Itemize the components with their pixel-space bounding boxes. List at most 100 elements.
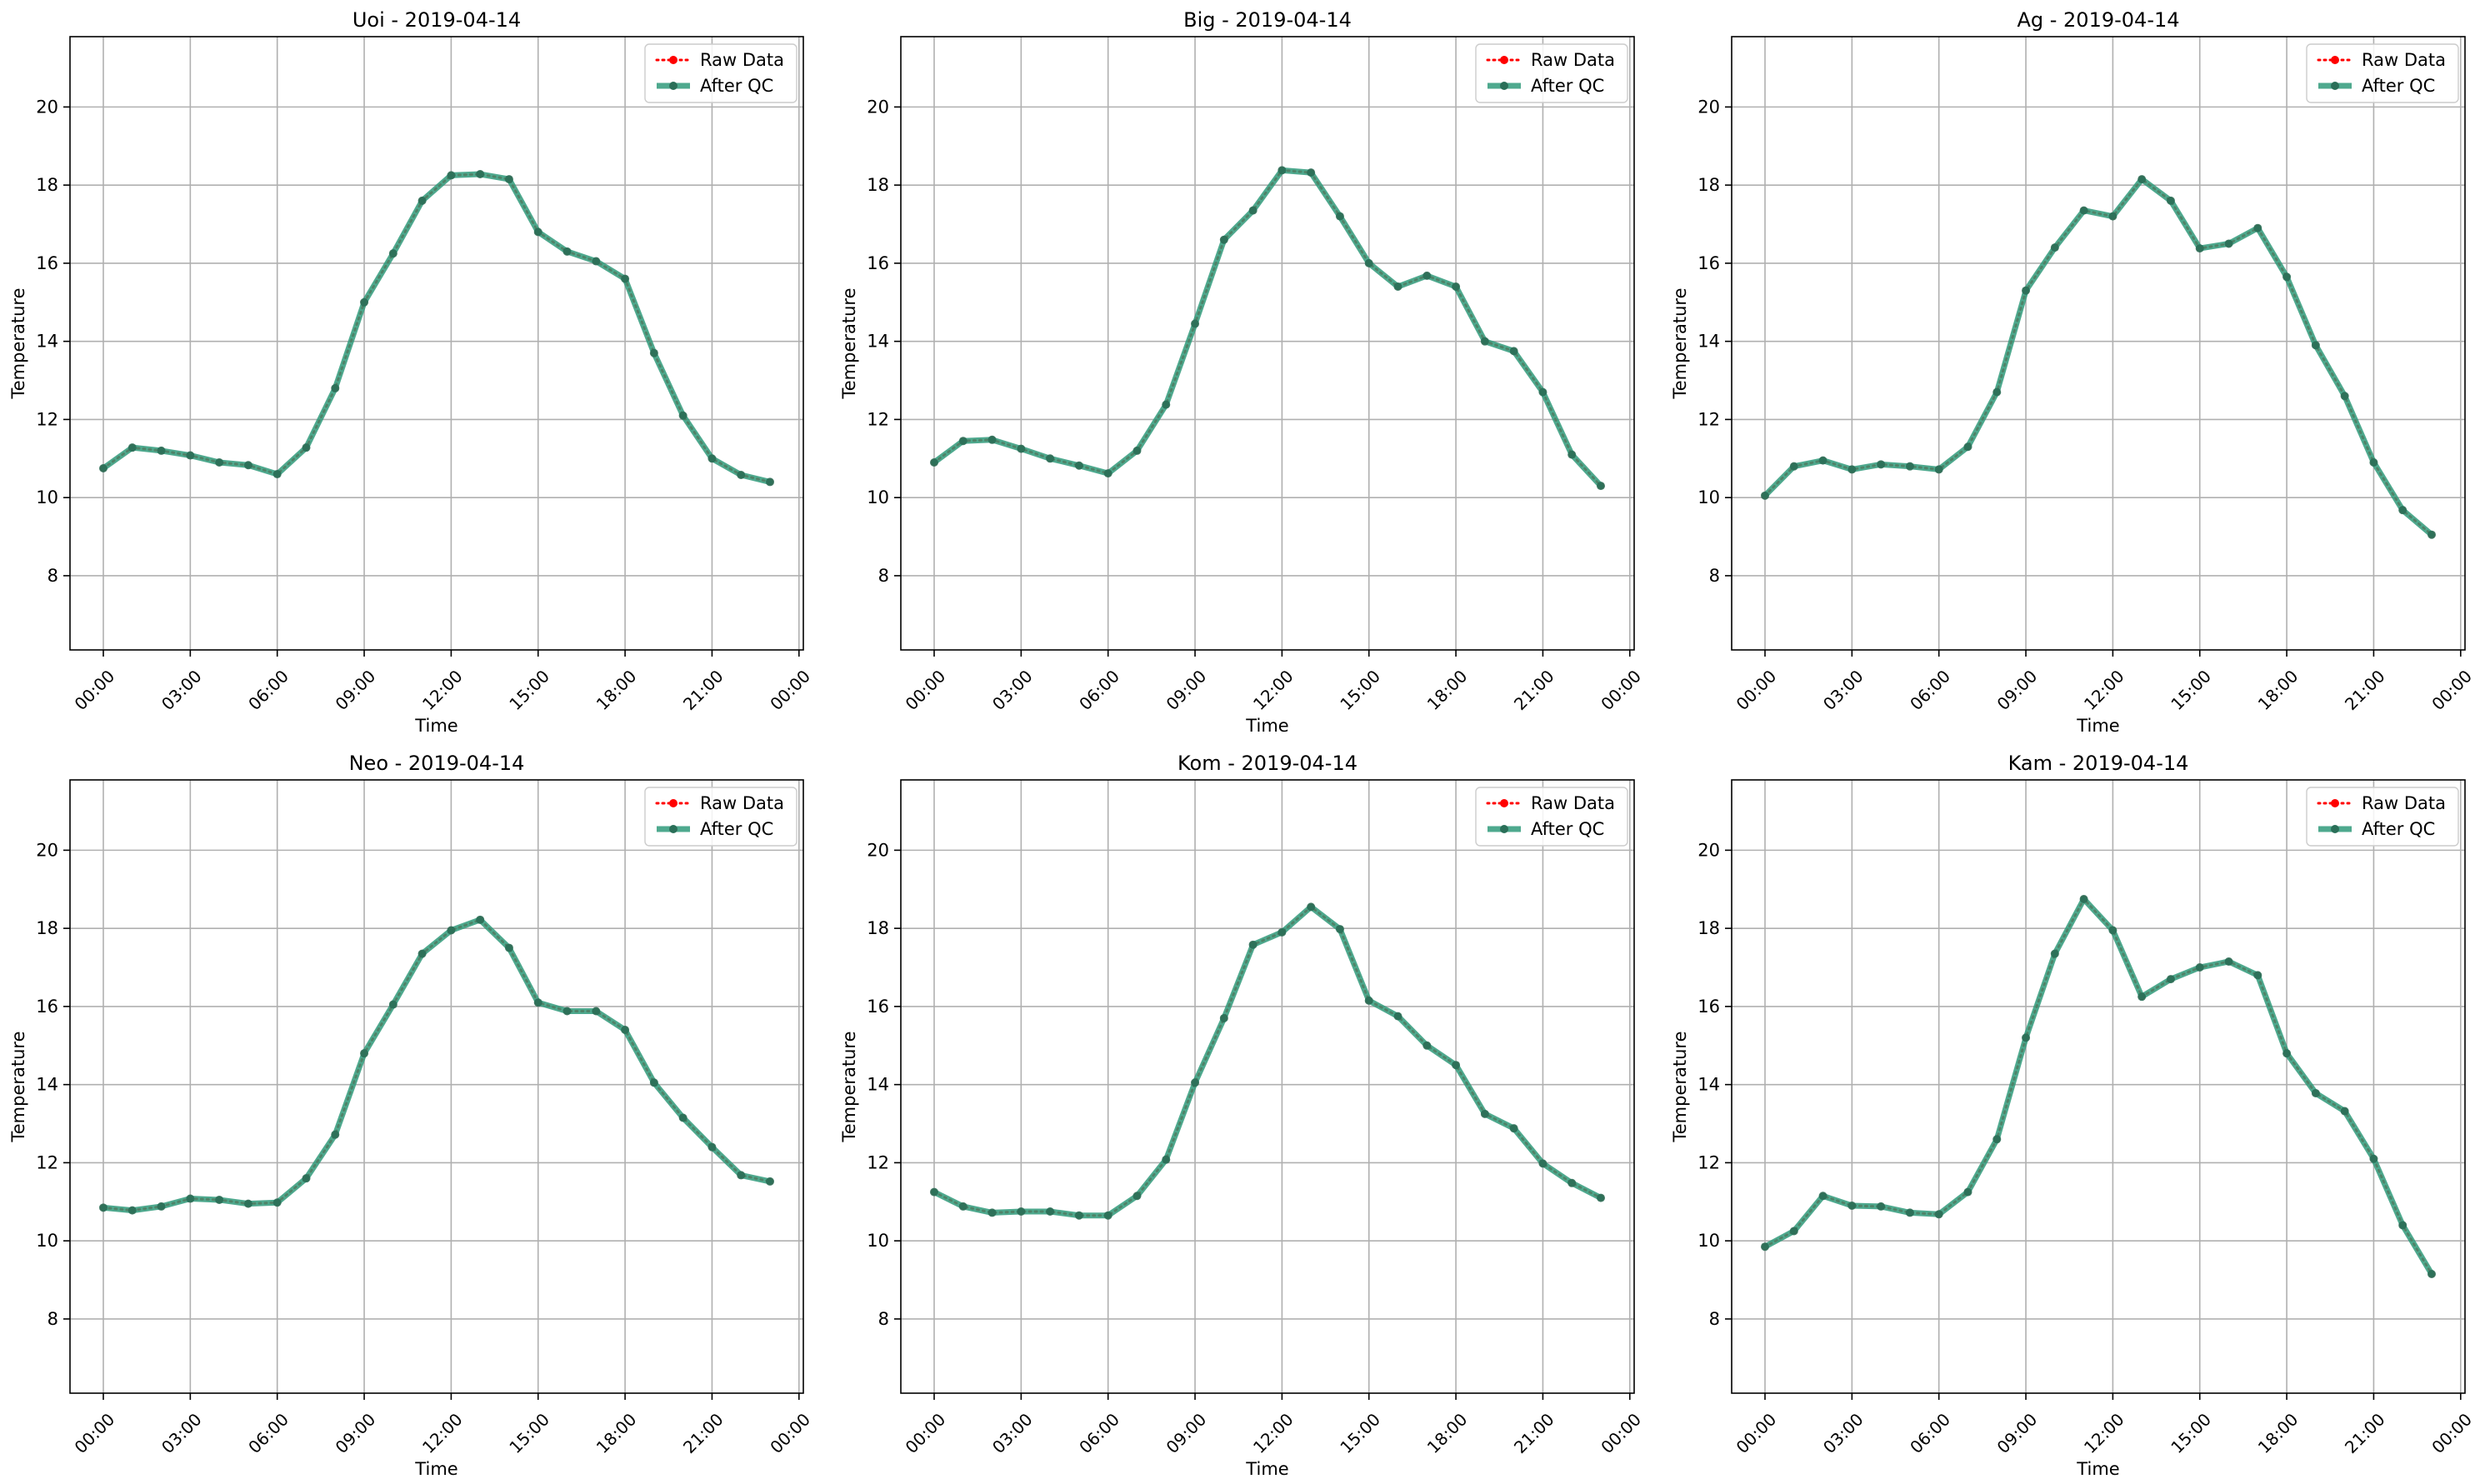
after-qc-point [1017,444,1026,453]
after-qc-point [958,1202,968,1211]
y-tick-label: 12 [1698,409,1720,429]
after-qc-point [1248,206,1258,215]
series-line-raw-data [102,172,772,483]
after-qc-point [331,1130,340,1139]
after-qc-point [1818,456,1828,465]
after-qc-point [1905,1208,1914,1217]
after-qc-point [2224,239,2233,248]
x-axis-label: Time [1245,1459,1288,1479]
after-qc-point [2311,1088,2320,1097]
x-tick-label: 06:00 [244,1409,292,1457]
after-qc-point [243,1199,252,1208]
after-qc-point [1248,940,1258,949]
after-qc-point [1046,1207,1055,1217]
x-tick-label: 03:00 [988,1409,1037,1457]
x-axis-label: Time [414,716,458,736]
x-tick-label: 00:00 [2428,1409,2476,1457]
after-qc-point [1905,462,1914,471]
after-qc-point [1364,996,1373,1005]
chart-title: Ag - 2019-04-14 [2017,8,2179,32]
after-qc-point [533,998,542,1007]
legend-raw-marker [2331,799,2339,807]
after-qc-point [2138,175,2147,184]
x-tick-label: 03:00 [988,666,1037,714]
series-line-raw-data [102,918,772,1212]
x-tick-label: 18:00 [592,1409,641,1457]
series-line-raw-data [932,905,1602,1217]
chart-panel: Big - 2019-04-14 00:00 03:00 06:00 09:00 12:0… [839,8,1645,736]
x-tick-label: 12:00 [1249,666,1298,714]
x-tick-label: 09:00 [1162,1409,1211,1457]
legend: Raw Data After QC [1475,787,1628,847]
x-tick-label: 00:00 [766,1409,814,1457]
after-qc-point [157,1202,166,1211]
x-tick-label: 21:00 [1510,666,1558,714]
after-qc-point [1393,1012,1402,1021]
y-tick-label: 16 [36,997,58,1017]
y-tick-label: 10 [867,1231,889,1251]
after-qc-point [1335,212,1344,221]
after-qc-point [1480,337,1489,346]
series-line-after-qc [100,171,773,485]
after-qc-point [157,446,166,455]
y-tick-label: 14 [36,1075,58,1095]
after-qc-point [2428,530,2436,539]
after-qc-point [958,437,968,446]
legend-label-raw-data: Raw Data [700,50,784,70]
y-tick-label: 20 [36,97,58,117]
legend-label-after-qc: After QC [2362,76,2435,96]
after-qc-point [476,915,485,924]
x-tick-label: 12:00 [1249,1409,1298,1457]
x-tick-label: 18:00 [2254,1409,2302,1457]
after-qc-point [1597,1193,1605,1202]
after-qc-point [1877,1202,1886,1211]
after-qc-point [2022,286,2031,295]
x-tick-label: 12:00 [418,1409,467,1457]
after-qc-point [1046,454,1055,463]
legend-qc-marker [1500,82,1508,90]
y-axis-label: Temperature [839,287,859,399]
y-tick-label: 10 [36,1231,58,1251]
x-tick-label: 12:00 [2080,666,2128,714]
y-tick-label: 10 [867,487,889,507]
after-qc-point [621,1026,630,1035]
after-qc-point [2253,223,2262,232]
axes-frame [900,36,1635,651]
after-qc-point [2282,272,2292,282]
after-qc-point [562,247,572,256]
after-qc-point [988,435,997,444]
after-qc-point [1597,482,1605,491]
after-qc-point [1934,1210,1943,1219]
after-qc-point [388,1000,398,1009]
legend-raw-marker [1500,799,1508,807]
x-axis-label: Time [414,1459,458,1479]
after-qc-point [1452,1061,1461,1070]
after-qc-point [1877,460,1886,469]
legend-label-after-qc: After QC [1531,76,1604,96]
after-qc-point [1789,462,1798,471]
after-qc-point [2022,1033,2031,1042]
after-qc-point [2050,949,2059,958]
x-tick-label: 00:00 [766,666,814,714]
chart-title: Kam - 2019-04-14 [2008,752,2189,775]
x-tick-label: 06:00 [1075,1409,1123,1457]
y-tick-label: 18 [36,175,58,195]
after-qc-point [99,1203,108,1212]
after-qc-point [243,461,252,470]
y-tick-label: 8 [48,1309,58,1329]
after-qc-point [302,443,311,452]
x-tick-label: 00:00 [902,666,950,714]
after-qc-point [360,297,369,307]
after-qc-point [1422,1041,1432,1050]
legend-label-raw-data: Raw Data [1531,793,1615,813]
legend-qc-marker [2331,82,2339,90]
chart-panel: Kom - 2019-04-14 00:00 03:00 06:00 09:00 12:0… [839,752,1645,1479]
x-tick-label: 00:00 [1732,1409,1781,1457]
after-qc-point [302,1174,311,1183]
after-qc-point [2050,243,2059,252]
x-tick-label: 15:00 [2167,1409,2215,1457]
x-tick-label: 15:00 [2167,666,2215,714]
after-qc-point [504,175,513,184]
after-qc-point [388,249,398,258]
series-line-after-qc [100,917,773,1214]
